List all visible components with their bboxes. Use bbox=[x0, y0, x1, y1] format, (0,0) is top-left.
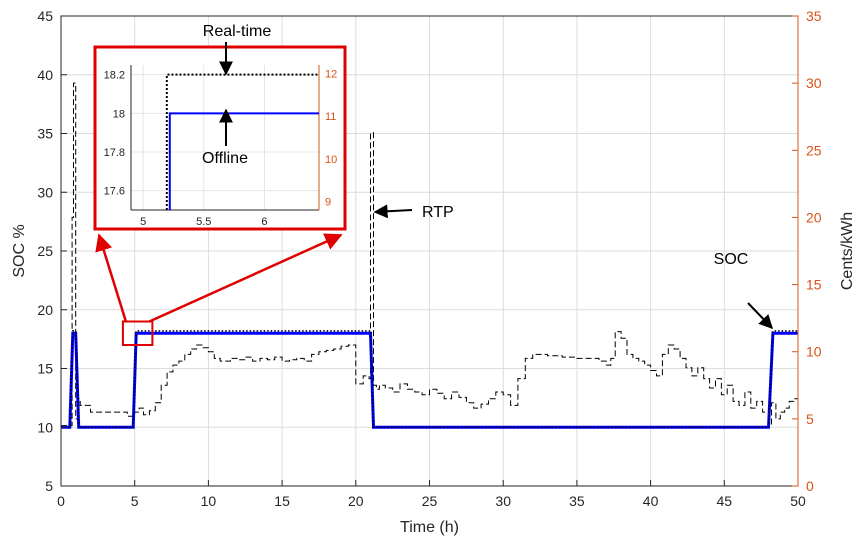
inset-realtime-line bbox=[165, 73, 319, 210]
annotation-rtp: RTP bbox=[422, 204, 454, 221]
y2-tick-label: 25 bbox=[806, 142, 822, 158]
y2-tick-label: 20 bbox=[806, 209, 822, 225]
x-tick-label: 15 bbox=[274, 493, 290, 509]
inset-y-tick-label: 18.2 bbox=[104, 70, 125, 82]
inset-y2-tick-label: 12 bbox=[325, 69, 337, 81]
y2-tick-label: 10 bbox=[806, 344, 822, 360]
inset-y2-tick-label: 10 bbox=[325, 154, 337, 166]
x-axis-label: Time (h) bbox=[400, 519, 459, 536]
y2-tick-label: 30 bbox=[806, 75, 822, 91]
annotation-realtime: Real-time bbox=[203, 23, 272, 40]
inset-y-tick-label: 17.6 bbox=[104, 186, 125, 198]
x-tick-label: 25 bbox=[422, 493, 438, 509]
annotation-soc: SOC bbox=[714, 251, 749, 268]
inset-frame bbox=[93, 45, 347, 231]
inset-x-tick-label: 6 bbox=[261, 216, 267, 228]
y-tick-label: 10 bbox=[37, 419, 53, 435]
inset-x-tick-label: 5 bbox=[140, 216, 146, 228]
y-tick-label: 30 bbox=[37, 184, 53, 200]
y-axis-label: SOC % bbox=[11, 224, 28, 277]
x-tick-label: 30 bbox=[495, 493, 511, 509]
y-tick-label: 15 bbox=[37, 361, 53, 377]
inset-plot: 5 5.5 6 17.6 17.8 18 18.2 9 10 11 12 bbox=[93, 45, 347, 231]
x-tick-label: 45 bbox=[717, 493, 733, 509]
arrow-rtp bbox=[373, 204, 413, 219]
y-tick-label: 25 bbox=[37, 243, 53, 259]
annotation-offline: Offline bbox=[202, 150, 248, 167]
inset-y-tick-label: 17.8 bbox=[104, 147, 125, 159]
inset-offline-line bbox=[168, 112, 319, 210]
x-tick-label: 5 bbox=[131, 493, 139, 509]
y2-axis-label: Cents/kWh bbox=[839, 212, 856, 290]
series-realtime-line bbox=[61, 330, 798, 429]
y2-tick-label: 5 bbox=[806, 411, 814, 427]
inset-y2-tick-label: 11 bbox=[325, 111, 336, 123]
y-tick-label: 5 bbox=[45, 478, 53, 494]
zoom-connector-left bbox=[95, 233, 128, 322]
inset-y2-tick-label: 9 bbox=[325, 196, 331, 208]
x-tick-label: 20 bbox=[348, 493, 364, 509]
series-rtp-line bbox=[61, 82, 799, 427]
x-tick-label: 50 bbox=[790, 493, 806, 509]
x-tick-label: 35 bbox=[569, 493, 585, 509]
y2-tick-label: 35 bbox=[806, 8, 822, 24]
inset-y-tick-label: 18 bbox=[113, 108, 125, 120]
arrow-soc bbox=[747, 302, 773, 330]
zoom-region-box bbox=[121, 320, 154, 346]
y-tick-label: 45 bbox=[37, 8, 53, 24]
y-tick-label: 20 bbox=[37, 302, 53, 318]
zoom-indicator bbox=[95, 233, 343, 346]
x-tick-label: 0 bbox=[57, 493, 65, 509]
series-layer bbox=[61, 82, 799, 429]
x-tick-label: 40 bbox=[643, 493, 659, 509]
annotations: Real-time Offline RTP SOC bbox=[202, 23, 773, 330]
x-tick-label: 10 bbox=[201, 493, 217, 509]
y-tick-label: 40 bbox=[37, 67, 53, 83]
y-tick-label: 35 bbox=[37, 126, 53, 142]
y2-tick-label: 15 bbox=[806, 277, 822, 293]
y2-tick-label: 0 bbox=[806, 478, 814, 494]
inset-x-tick-label: 5.5 bbox=[196, 216, 211, 228]
zoom-connector-right bbox=[148, 233, 343, 323]
ticks-layer: 0 5 10 15 20 25 30 35 40 45 5051015202530354045051… bbox=[37, 8, 821, 509]
